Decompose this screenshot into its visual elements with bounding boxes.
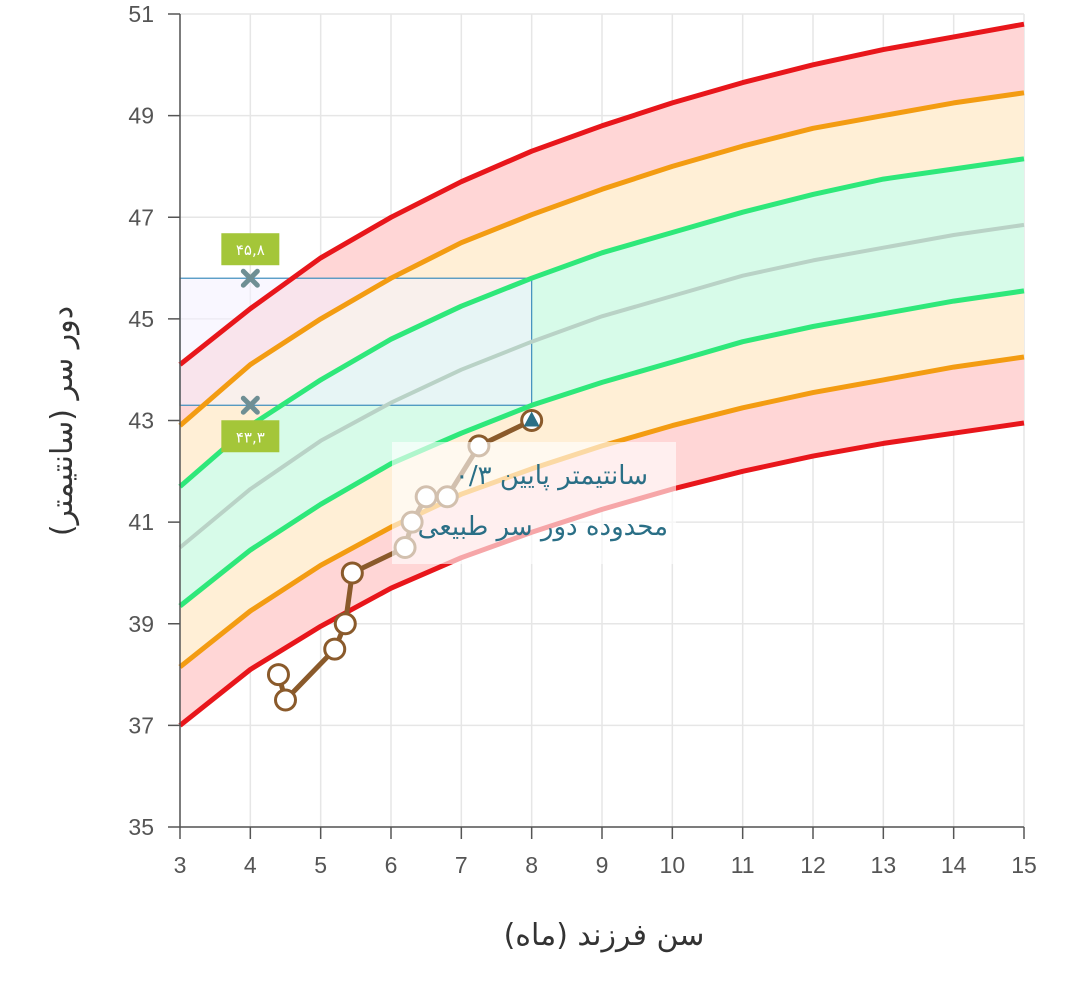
range-markers: ۴۵,۸ ۴۳,۳: [221, 233, 280, 453]
band-upper-outer: [180, 24, 1024, 426]
y-tick-label-39: 39: [128, 611, 154, 637]
x-tick-label-7: 7: [455, 852, 468, 878]
x-tick-label-10: 10: [660, 852, 686, 878]
band-inner: [180, 158, 1024, 607]
y-tick-label-43: 43: [128, 408, 154, 434]
current-point-triangle: [523, 411, 540, 427]
x-tick-label-5: 5: [314, 852, 327, 878]
x-tick-label-14: 14: [941, 852, 967, 878]
y-tick-label-47: 47: [128, 204, 154, 230]
x-tick-label-11: 11: [731, 852, 755, 878]
x-tick-label-15: 15: [1011, 852, 1037, 878]
range-marker-badge-1: [221, 233, 280, 266]
y-tick-label-49: 49: [128, 103, 154, 129]
range-marker-cross-2: [240, 395, 260, 415]
x-tick-label-8: 8: [525, 852, 538, 878]
band-lower-middle: [180, 290, 1024, 667]
x-tick-label-6: 6: [385, 852, 398, 878]
child-point-3: [323, 637, 347, 661]
x-tick-label-9: 9: [596, 852, 609, 878]
x-tick-label-3: 3: [174, 852, 187, 878]
y-tick-label-51: 51: [128, 1, 154, 27]
percentile-line-upper-orange: [178, 90, 1025, 428]
percentile-line-upper-red: [178, 21, 1025, 367]
range-marker-cross-1: [240, 268, 260, 288]
percentile-line-lower-green: [178, 288, 1025, 608]
percentile-line-median: [178, 222, 1025, 550]
y-tick-label-45: 45: [128, 306, 154, 332]
x-tick-label-4: 4: [244, 852, 257, 878]
annotation-line-2: محدوده دور سر طبیعی: [418, 512, 668, 542]
percentile-line-upper-green: [178, 156, 1025, 489]
child-point-5: [340, 561, 364, 585]
band-lower-outer: [180, 357, 1024, 726]
child-point-1: [266, 663, 290, 687]
range-marker-label-2: ۴۳,۳: [236, 428, 265, 446]
y-tick-label-37: 37: [128, 712, 154, 738]
y-tick-label-35: 35: [128, 814, 154, 840]
range-marker-label-1: ۴۵,۸: [236, 241, 265, 259]
x-tick-label-12: 12: [800, 852, 826, 878]
y-tick-label-41: 41: [128, 509, 154, 535]
x-axis-title: سن فرزند (ماه): [504, 918, 705, 953]
percentile-bands: [180, 24, 1024, 726]
child-point-4: [333, 612, 357, 636]
range-marker-badge-2: [221, 420, 280, 453]
x-tick-label-13: 13: [871, 852, 897, 878]
y-axis-title: دور سر (سانتیمتر): [45, 306, 80, 536]
band-upper-middle: [180, 92, 1024, 487]
annotation-background: [392, 442, 676, 564]
child-point-2: [274, 688, 297, 712]
annotation-callout: ۰/۳ سانتیمتر پایین محدوده دور سر طبیعی: [392, 442, 676, 564]
annotation-line-1: ۰/۳ سانتیمتر پایین: [455, 461, 648, 491]
